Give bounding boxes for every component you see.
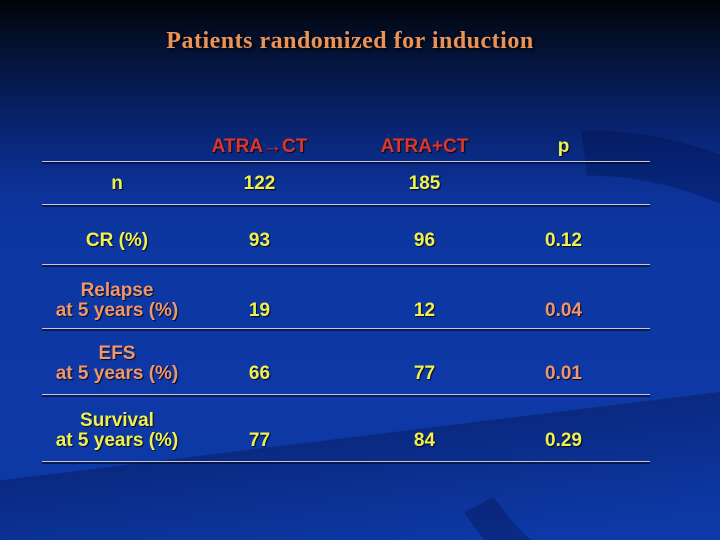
value-atra-then-ct: 19	[248, 300, 271, 321]
table-row-survival: Survival at 5 years (%) 77 84 0.29	[42, 395, 650, 462]
value-p: 0.04	[545, 300, 582, 321]
value-atra-then-ct: 93	[248, 230, 271, 251]
value-atra-plus-ct: 185	[408, 173, 441, 194]
value-p: 0.12	[545, 230, 582, 251]
value-atra-then-ct: 77	[248, 430, 271, 451]
row-label-text: Relapse	[80, 280, 154, 301]
column-header-atra-plus-ct: ATRA+CT	[380, 136, 469, 157]
results-table: ATRA→CT ATRA+CT p n 122 185 CR (%) 93 96…	[42, 137, 650, 462]
slide-title: Patients randomized for induction	[166, 28, 534, 54]
row-label-text: n	[111, 173, 123, 194]
row-label-text: EFS	[98, 343, 136, 364]
row-label-text: CR (%)	[85, 230, 149, 251]
value-p	[522, 194, 650, 204]
row-label: Relapse at 5 years (%)	[42, 281, 192, 328]
table-row-relapse: Relapse at 5 years (%) 19 12 0.04	[42, 265, 650, 329]
value-atra-plus-ct: 84	[413, 430, 436, 451]
table-row-n: n 122 185	[42, 162, 650, 205]
header-spacer	[42, 157, 192, 161]
row-label: n	[42, 174, 192, 204]
row-label: Survival at 5 years (%)	[42, 411, 192, 461]
value-atra-then-ct: 122	[243, 173, 276, 194]
row-sublabel-text: at 5 years (%)	[55, 363, 179, 384]
row-sublabel-text: at 5 years (%)	[55, 430, 179, 451]
row-label-text: Survival	[80, 410, 154, 431]
column-header-p: p	[557, 136, 570, 157]
value-atra-plus-ct: 77	[413, 363, 436, 384]
column-header-atra-then-ct: ATRA→CT	[211, 136, 308, 157]
table-row-cr: CR (%) 93 96 0.12	[42, 205, 650, 265]
value-atra-then-ct: 66	[248, 363, 271, 384]
value-atra-plus-ct: 12	[413, 300, 436, 321]
row-label: CR (%)	[42, 231, 192, 264]
row-label: EFS at 5 years (%)	[42, 344, 192, 394]
value-p: 0.01	[545, 363, 582, 384]
table-row-efs: EFS at 5 years (%) 66 77 0.01	[42, 329, 650, 395]
value-p: 0.29	[545, 430, 582, 451]
value-atra-plus-ct: 96	[413, 230, 436, 251]
row-sublabel-text: at 5 years (%)	[55, 300, 179, 321]
table-header-row: ATRA→CT ATRA+CT p	[42, 137, 650, 162]
